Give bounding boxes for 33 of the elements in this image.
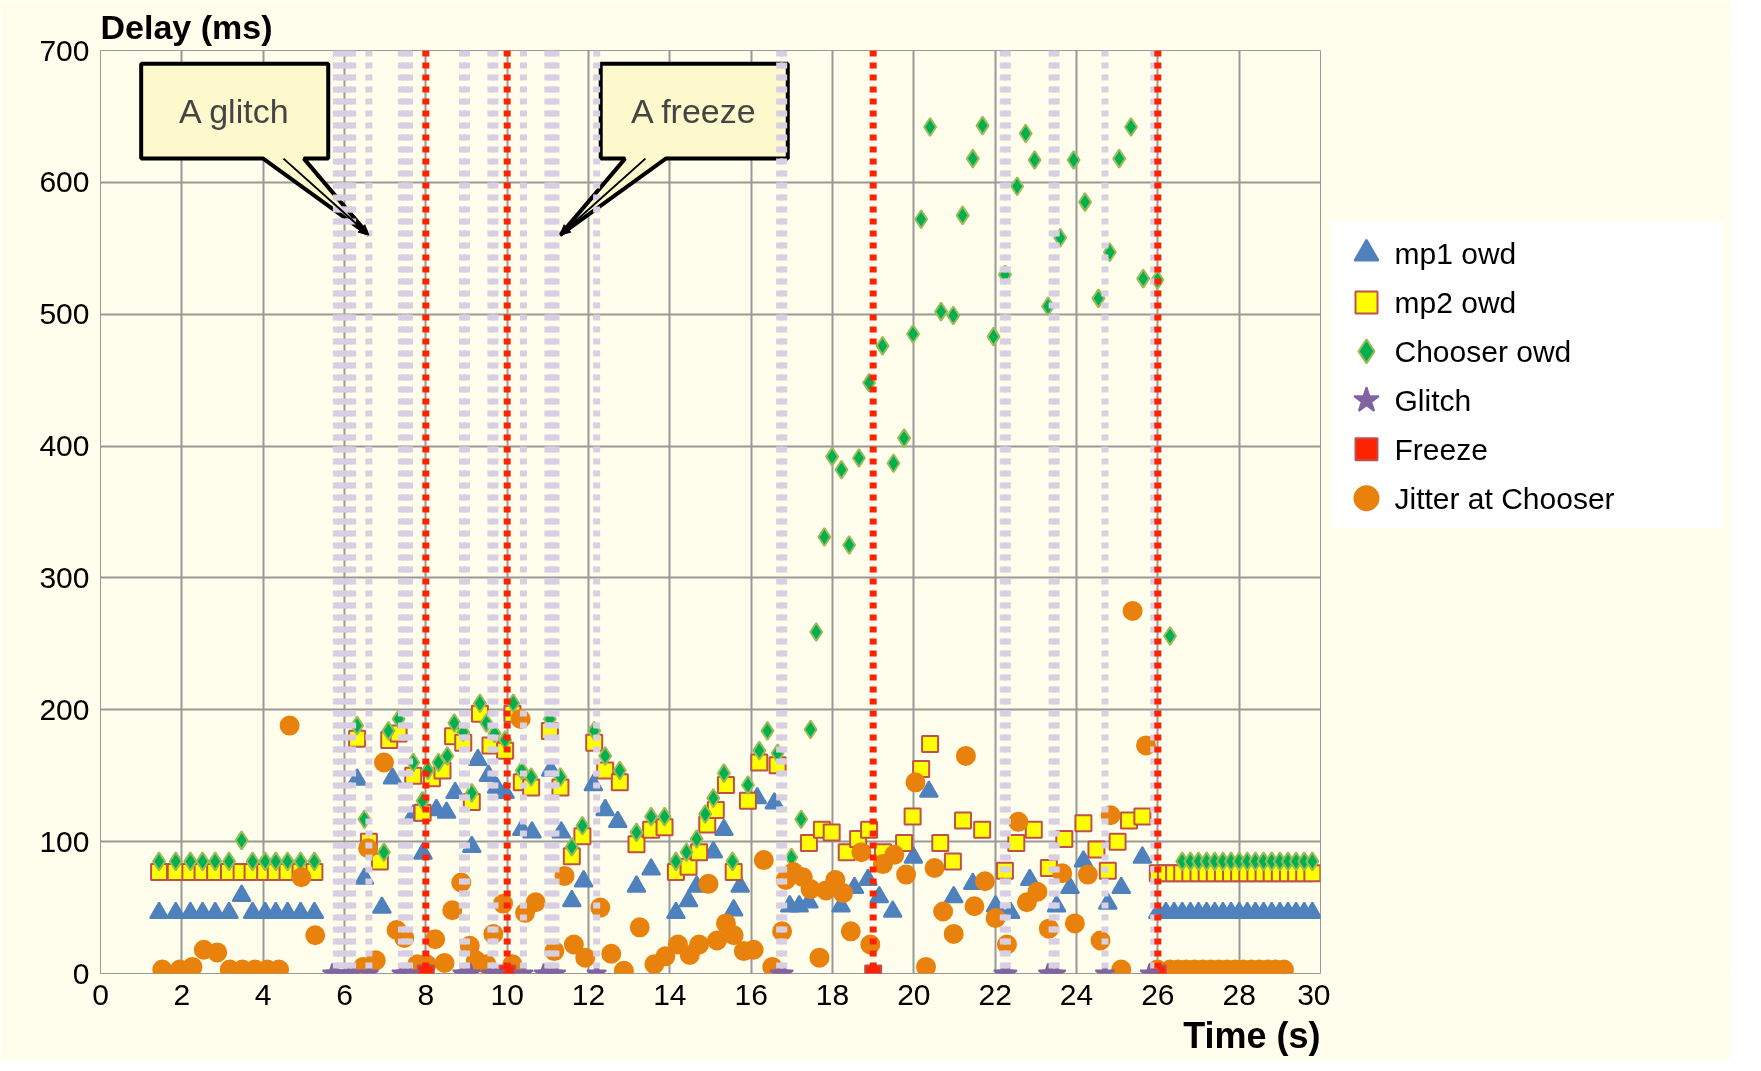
x-tick-label: 28 xyxy=(1222,977,1256,1011)
y-tick-label: 300 xyxy=(39,560,90,594)
y-axis-title: Delay (ms) xyxy=(100,7,273,46)
y-tick-label: 100 xyxy=(39,824,90,858)
x-tick-label: 10 xyxy=(490,977,524,1011)
legend-label: Glitch xyxy=(1394,383,1472,417)
x-tick-label: 12 xyxy=(571,977,606,1011)
annotation: A freeze xyxy=(630,92,756,131)
x-tick-label: 6 xyxy=(336,977,353,1011)
x-tick-label: 8 xyxy=(417,977,435,1011)
x-tick-label: 14 xyxy=(653,977,687,1011)
x-tick-label: 18 xyxy=(815,977,850,1011)
y-tick-label: 500 xyxy=(39,297,90,331)
x-tick-label: 24 xyxy=(1059,977,1094,1011)
x-tick-label: 30 xyxy=(1297,977,1331,1011)
y-tick-label: 200 xyxy=(39,692,90,726)
x-tick-label: 20 xyxy=(897,977,931,1011)
x-tick-label: 4 xyxy=(254,977,272,1011)
annotation: A glitch xyxy=(178,92,289,131)
legend-label: Freeze xyxy=(1394,432,1488,466)
y-tick-label: 0 xyxy=(72,956,90,990)
y-tick-label: 400 xyxy=(39,429,90,463)
legend-label: mp2 owd xyxy=(1394,285,1517,319)
legend-label: Jitter at Chooser xyxy=(1394,481,1615,515)
legend-label: mp1 owd xyxy=(1394,237,1517,271)
x-axis-title: Time (s) xyxy=(1183,1014,1321,1056)
y-tick-label: 700 xyxy=(39,33,90,67)
x-tick-label: 2 xyxy=(173,977,191,1011)
y-tick-label: 600 xyxy=(39,165,90,199)
x-tick-label: 22 xyxy=(978,977,1012,1011)
x-tick-label: 16 xyxy=(734,977,768,1011)
x-tick-label: 26 xyxy=(1141,977,1175,1011)
legend-label: Chooser owd xyxy=(1394,334,1572,368)
